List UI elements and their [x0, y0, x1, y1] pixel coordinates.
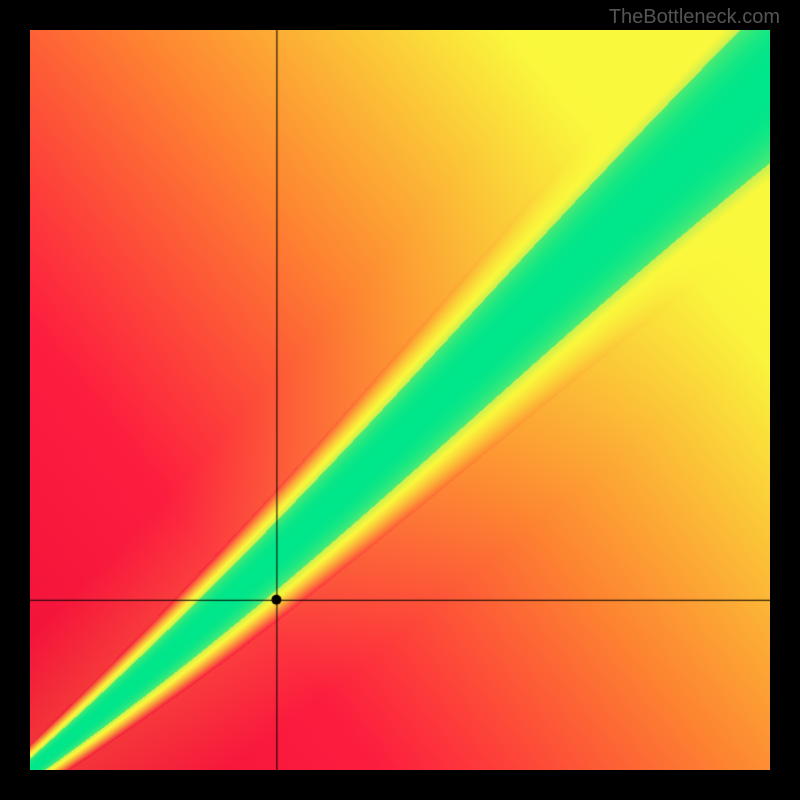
- bottleneck-heatmap-chart: [30, 30, 770, 770]
- watermark-text: TheBottleneck.com: [609, 6, 780, 29]
- heatmap-canvas: [30, 30, 770, 770]
